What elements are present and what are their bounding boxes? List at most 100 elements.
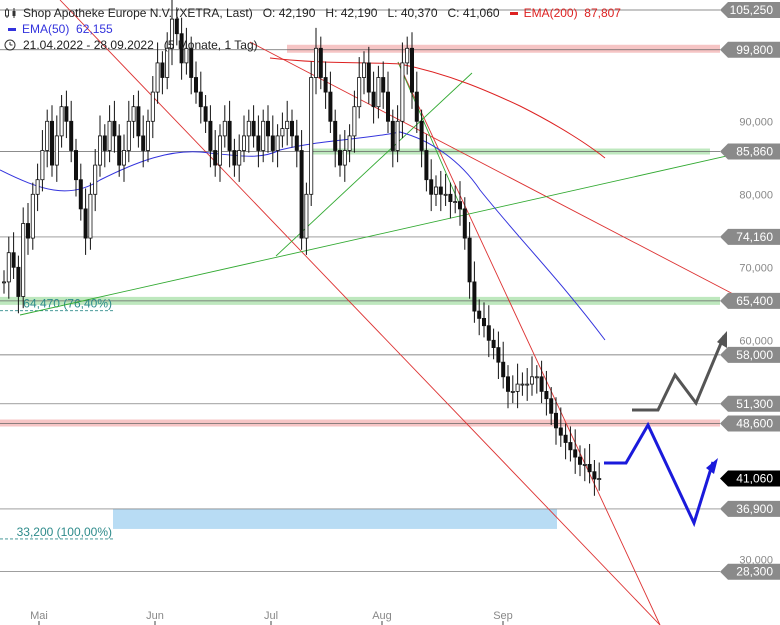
- candle-body: [227, 120, 232, 151]
- candle-body: [328, 91, 333, 122]
- ema50-swatch: [8, 27, 16, 31]
- ema200-value: 87,807: [584, 6, 621, 20]
- candle-body: [237, 150, 242, 166]
- candle-body: [318, 47, 323, 78]
- candle-body: [462, 208, 467, 239]
- candle-body: [371, 91, 376, 108]
- level-tag: 48,600: [736, 417, 773, 431]
- candle-body: [16, 266, 21, 297]
- y-tick-label: 80,000: [739, 189, 773, 201]
- candle-body: [256, 135, 261, 151]
- level-tag: 65,400: [736, 294, 773, 308]
- level-tag: 36,900: [736, 502, 773, 516]
- candle-body: [414, 91, 419, 122]
- legend-row-range: 21.04.2022 - 28.09.2022 (5 Monate, 1 Tag…: [4, 38, 258, 52]
- candle-body: [400, 62, 405, 122]
- candle-body: [366, 62, 371, 93]
- candle-body: [88, 193, 93, 239]
- candle-body: [25, 223, 30, 239]
- candle-body: [429, 179, 434, 195]
- ema50-value: 62,155: [76, 22, 113, 36]
- level-tag: 105,250: [730, 3, 774, 17]
- candle-body: [213, 150, 218, 166]
- candle-body: [145, 120, 150, 151]
- candle-body: [11, 252, 16, 268]
- candle-body: [93, 164, 98, 195]
- resistance-trendline-steep: [397, 61, 661, 625]
- candle-body: [390, 120, 395, 151]
- candle-body: [467, 237, 472, 283]
- candle-body: [424, 150, 429, 181]
- candle-body: [530, 376, 535, 385]
- ema50-label: EMA(50): [22, 22, 70, 36]
- high-value: 42,190: [340, 6, 378, 20]
- candle-body: [491, 339, 496, 348]
- date-range: 21.04.2022 - 28.09.2022: [23, 38, 154, 52]
- x-tick-label: Sep: [493, 610, 513, 622]
- candle-body: [102, 135, 107, 151]
- blue-arrow-head: [706, 458, 718, 474]
- candle-body: [160, 62, 165, 78]
- level-tag-bg: [720, 415, 780, 432]
- level-tag: 51,300: [736, 397, 773, 411]
- candle-body: [155, 62, 160, 93]
- candle-body: [232, 150, 237, 166]
- y-tick-label: 30,000: [739, 554, 773, 566]
- candle-body: [443, 193, 448, 196]
- candle-body: [481, 317, 486, 327]
- legend-row-main: Shop Apotheke Europe N.V. (XETRA, Last) …: [4, 6, 621, 20]
- level-tag-bg: [720, 1, 780, 18]
- candle-body: [433, 186, 438, 195]
- level-tag-bg: [720, 143, 780, 160]
- candle-body: [573, 449, 578, 458]
- level-tag-bg: [720, 346, 780, 363]
- level-tag-bg: [720, 228, 780, 245]
- level-tag: 58,000: [736, 348, 773, 362]
- level-tag: 99,800: [736, 43, 773, 57]
- candle-body: [361, 62, 366, 78]
- support-trendline-long: [19, 143, 780, 316]
- ema200-line: [269, 57, 606, 159]
- candle-body: [112, 120, 117, 137]
- candle-body: [496, 347, 501, 363]
- candle-body: [21, 223, 26, 297]
- candle-body: [554, 412, 559, 429]
- candle-body: [165, 47, 170, 78]
- candle-body: [472, 281, 477, 312]
- candle-body: [337, 150, 342, 166]
- y-tick-label: 60,000: [739, 335, 773, 347]
- candle-body: [438, 186, 443, 195]
- candle-body: [544, 390, 549, 400]
- scenario-arrow-blue: [604, 421, 715, 528]
- candle-body: [385, 91, 390, 122]
- candle-body: [174, 18, 179, 35]
- candle-body: [515, 383, 520, 392]
- open-label: O:: [262, 6, 276, 20]
- candle-body: [40, 150, 45, 181]
- level-tag-bg: [720, 395, 780, 412]
- candle-body: [381, 77, 386, 93]
- candle-body: [251, 120, 256, 137]
- low-label: L:: [387, 6, 398, 20]
- support-trendline-aug: [397, 61, 463, 211]
- candle-body: [477, 310, 482, 319]
- candle-body: [2, 281, 7, 284]
- candle-body: [520, 383, 525, 386]
- candle-body: [395, 120, 400, 151]
- fib-label: 64,470 (76,40%): [23, 297, 112, 311]
- candle-body: [549, 398, 554, 414]
- candle-body: [568, 442, 573, 451]
- candle-body: [50, 120, 55, 166]
- candle-body: [582, 463, 587, 466]
- candle-body: [448, 193, 453, 203]
- candle-body: [294, 135, 299, 151]
- candle-body: [357, 77, 362, 108]
- candle-body: [198, 91, 203, 108]
- level-tag-bg: [720, 500, 780, 517]
- period-label: (5 Monate, 1 Tag): [163, 38, 258, 52]
- close-value: 41,060: [462, 6, 500, 20]
- candle-body: [539, 376, 544, 392]
- candle-body: [333, 120, 338, 151]
- candle-body: [352, 106, 357, 137]
